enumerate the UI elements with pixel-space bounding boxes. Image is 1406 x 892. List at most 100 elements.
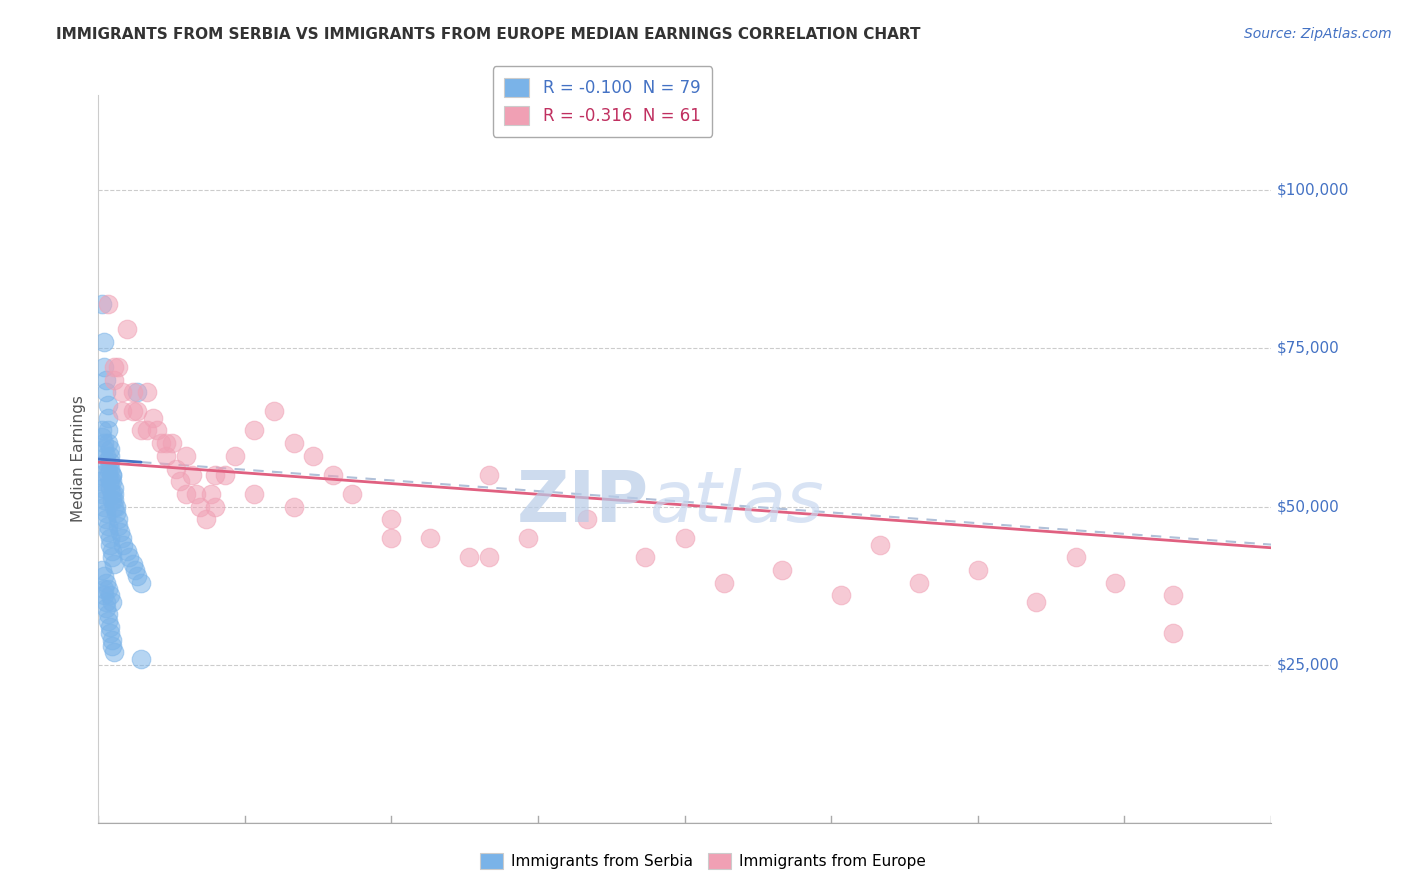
Point bbox=[97, 436, 120, 450]
Point bbox=[188, 500, 211, 514]
Point bbox=[135, 385, 157, 400]
Point bbox=[419, 531, 441, 545]
Point bbox=[100, 467, 122, 482]
Point bbox=[117, 544, 139, 558]
Point bbox=[770, 563, 793, 577]
Point bbox=[103, 481, 125, 495]
Point bbox=[97, 410, 120, 425]
Point bbox=[575, 512, 598, 526]
Point bbox=[100, 487, 122, 501]
Point bbox=[107, 518, 129, 533]
Point bbox=[103, 500, 125, 514]
Point bbox=[869, 538, 891, 552]
Point bbox=[103, 557, 125, 571]
Point bbox=[103, 487, 125, 501]
Point bbox=[100, 632, 122, 647]
Point bbox=[91, 424, 114, 438]
Point bbox=[91, 563, 114, 577]
Text: $100,000: $100,000 bbox=[1277, 182, 1350, 197]
Point bbox=[129, 424, 152, 438]
Point bbox=[94, 575, 117, 590]
Point bbox=[200, 487, 222, 501]
Point bbox=[127, 385, 149, 400]
Point bbox=[174, 449, 197, 463]
Point bbox=[100, 467, 122, 482]
Point bbox=[458, 550, 481, 565]
Point bbox=[98, 531, 121, 545]
Point bbox=[98, 588, 121, 602]
Text: atlas: atlas bbox=[650, 468, 824, 537]
Point bbox=[155, 436, 177, 450]
Point bbox=[129, 575, 152, 590]
Point bbox=[224, 449, 246, 463]
Point bbox=[110, 385, 132, 400]
Text: $25,000: $25,000 bbox=[1277, 657, 1340, 673]
Point bbox=[122, 385, 145, 400]
Point bbox=[302, 449, 325, 463]
Point bbox=[89, 467, 111, 482]
Point bbox=[93, 582, 115, 596]
Point bbox=[93, 436, 115, 450]
Point bbox=[180, 467, 202, 482]
Point bbox=[91, 487, 114, 501]
Point bbox=[340, 487, 363, 501]
Point bbox=[97, 467, 120, 482]
Point bbox=[673, 531, 696, 545]
Point bbox=[94, 449, 117, 463]
Point bbox=[97, 614, 120, 628]
Point bbox=[1064, 550, 1087, 565]
Point bbox=[100, 594, 122, 608]
Point bbox=[98, 455, 121, 469]
Point bbox=[98, 626, 121, 640]
Point bbox=[103, 493, 125, 508]
Legend: R = -0.100  N = 79, R = -0.316  N = 61: R = -0.100 N = 79, R = -0.316 N = 61 bbox=[492, 66, 713, 136]
Point bbox=[162, 436, 184, 450]
Point bbox=[94, 506, 117, 520]
Point bbox=[98, 442, 121, 457]
Point bbox=[155, 449, 177, 463]
Point bbox=[117, 322, 139, 336]
Point bbox=[184, 487, 207, 501]
Point bbox=[94, 601, 117, 615]
Point bbox=[478, 467, 501, 482]
Point bbox=[110, 531, 132, 545]
Point bbox=[94, 594, 117, 608]
Point bbox=[103, 373, 125, 387]
Point bbox=[112, 538, 135, 552]
Point bbox=[124, 563, 146, 577]
Point bbox=[98, 620, 121, 634]
Point bbox=[91, 481, 114, 495]
Point bbox=[174, 487, 197, 501]
Point bbox=[93, 500, 115, 514]
Point bbox=[517, 531, 540, 545]
Point bbox=[165, 461, 187, 475]
Point bbox=[118, 550, 141, 565]
Point bbox=[97, 518, 120, 533]
Point bbox=[1104, 575, 1126, 590]
Point bbox=[97, 582, 120, 596]
Point bbox=[97, 296, 120, 310]
Point bbox=[108, 524, 131, 539]
Point bbox=[100, 550, 122, 565]
Point bbox=[322, 467, 344, 482]
Point bbox=[1161, 588, 1184, 602]
Point bbox=[169, 474, 191, 488]
Point bbox=[98, 449, 121, 463]
Point bbox=[149, 436, 172, 450]
Point bbox=[283, 500, 305, 514]
Point bbox=[107, 360, 129, 375]
Point bbox=[107, 512, 129, 526]
Point bbox=[104, 500, 127, 514]
Point bbox=[204, 500, 226, 514]
Point bbox=[380, 531, 402, 545]
Point bbox=[98, 461, 121, 475]
Point bbox=[93, 569, 115, 583]
Point bbox=[110, 404, 132, 418]
Point bbox=[122, 557, 145, 571]
Point bbox=[129, 651, 152, 665]
Point bbox=[97, 607, 120, 622]
Point bbox=[94, 512, 117, 526]
Point bbox=[194, 512, 217, 526]
Point bbox=[103, 645, 125, 659]
Point bbox=[204, 467, 226, 482]
